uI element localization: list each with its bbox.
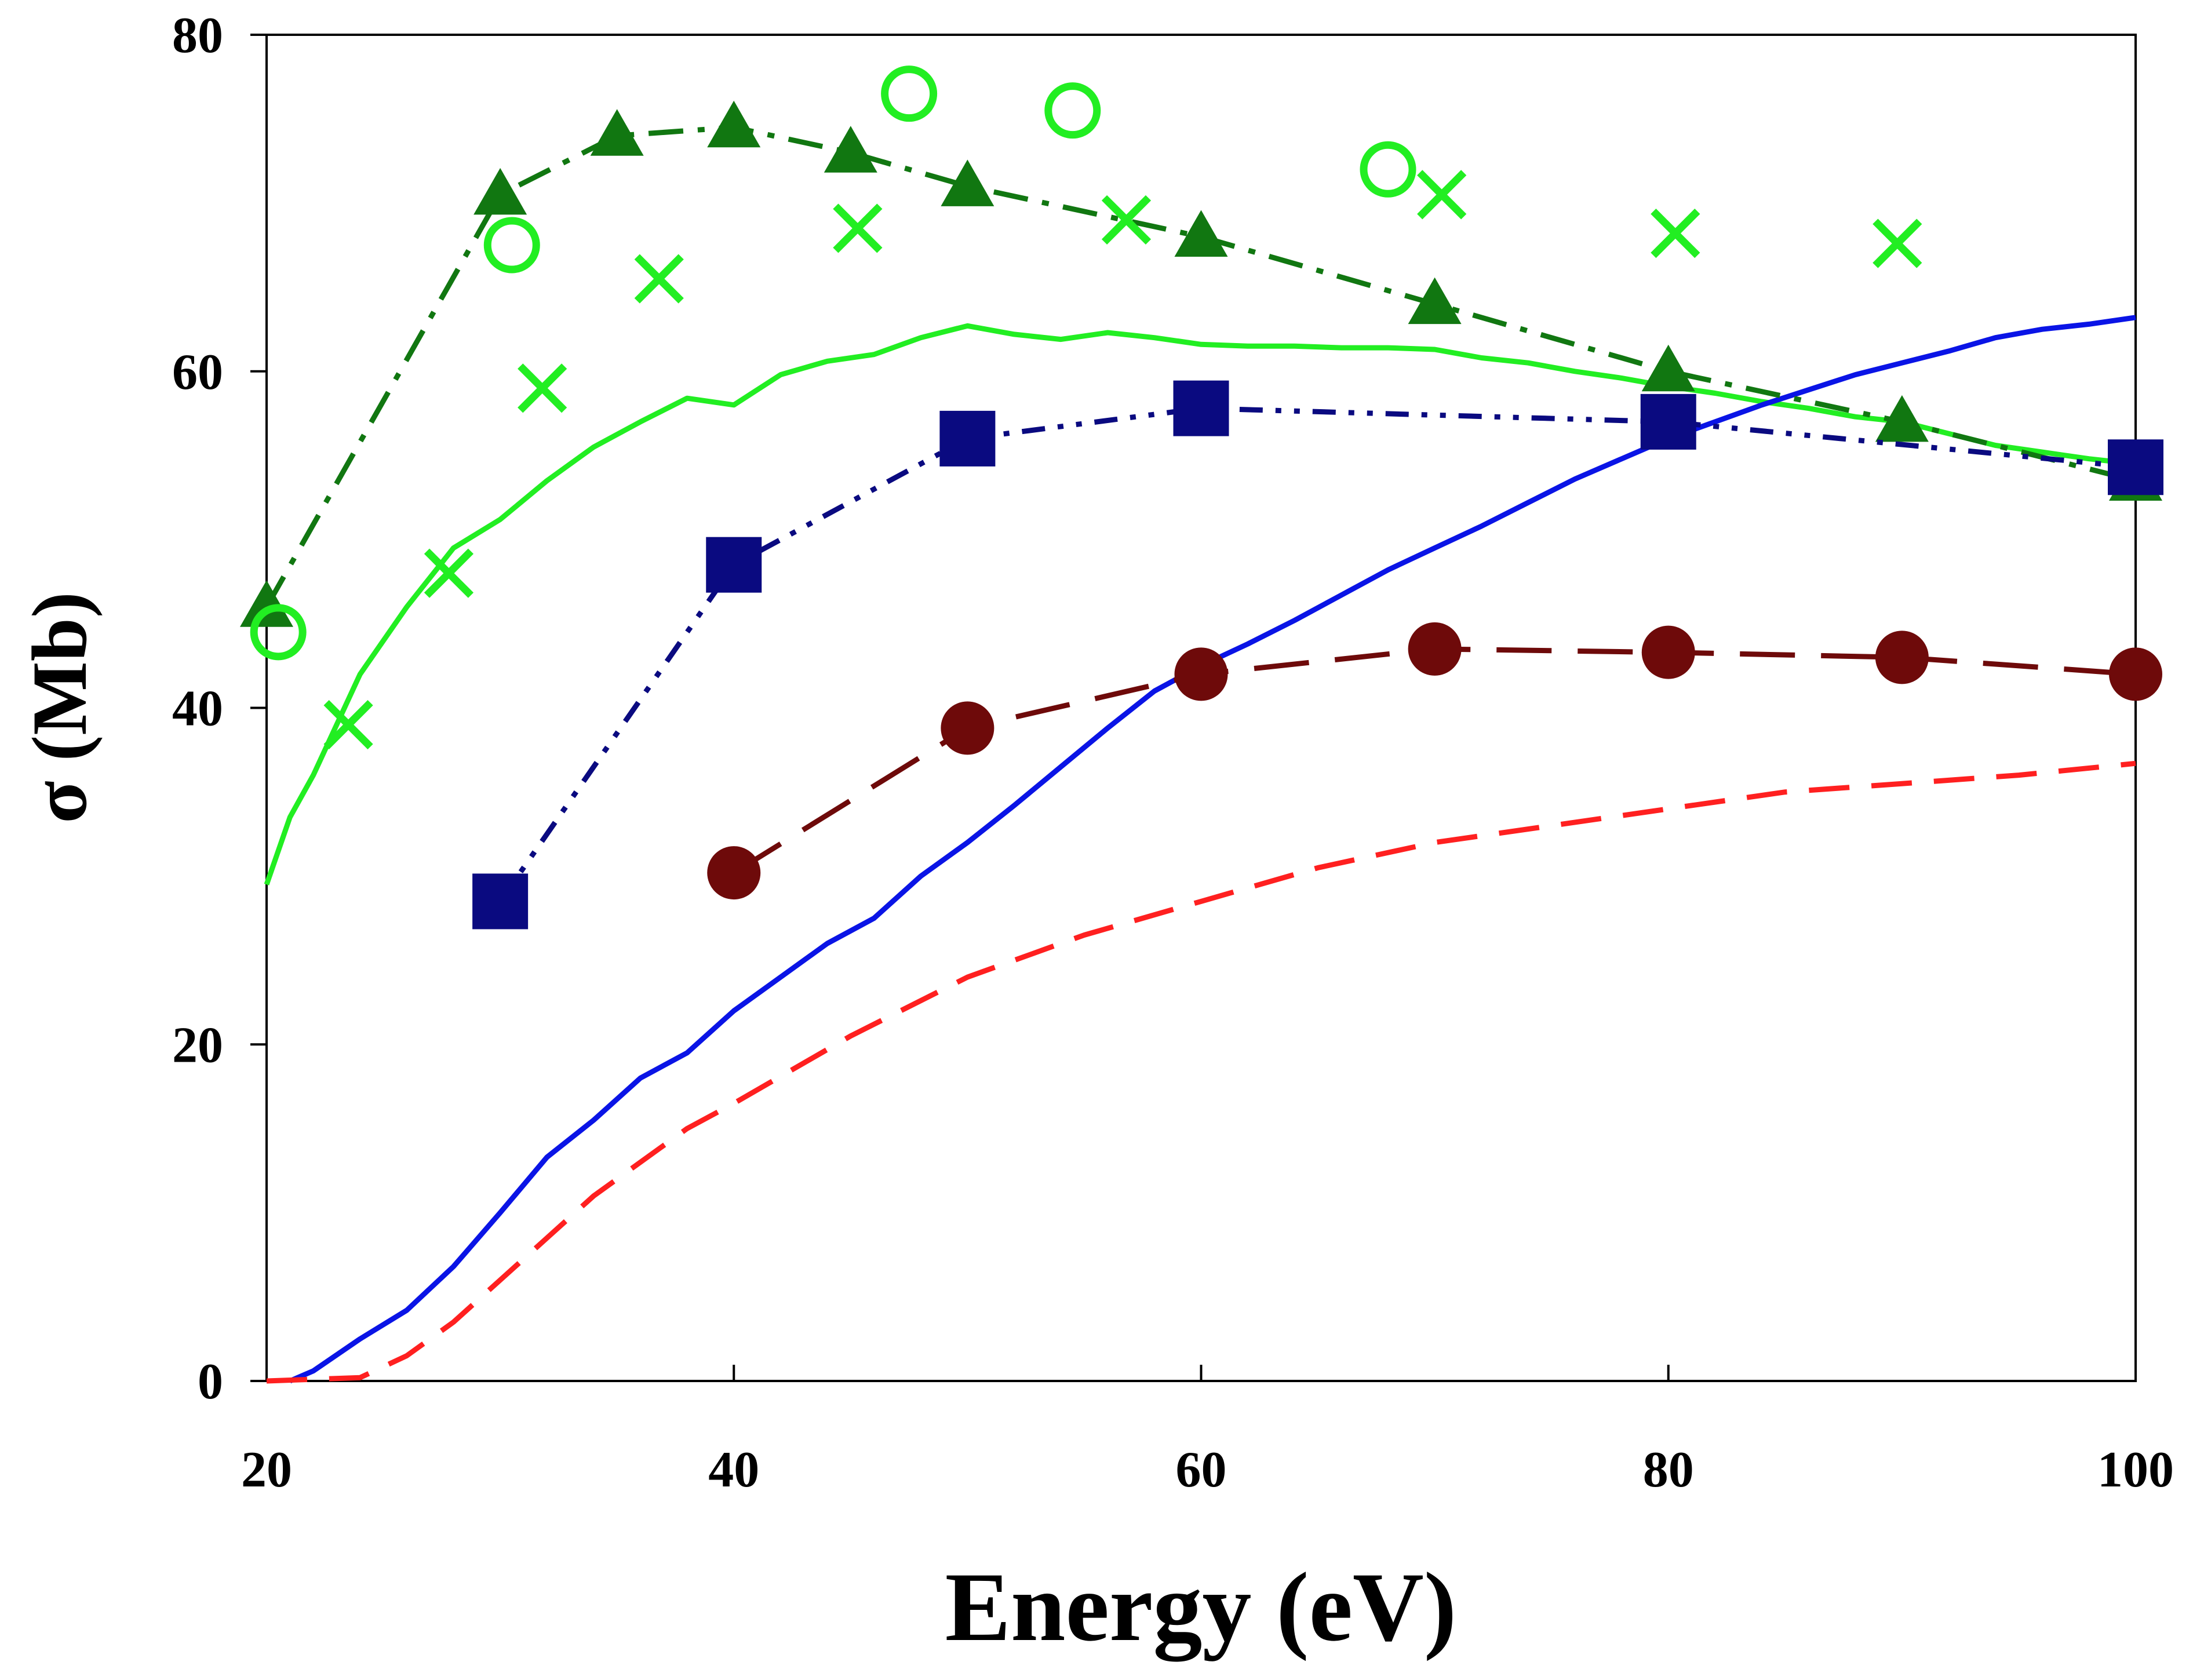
x-tick-label: 80 [1643,1442,1694,1498]
x-axis-title: Energy (eV) [945,1553,1457,1661]
data-point-triangle [941,159,995,206]
data-point-triangle [824,126,877,173]
x-tick-label: 100 [2097,1442,2174,1498]
data-point-circle [2109,647,2162,701]
data-point-cross [1873,218,1922,268]
data-point-cross [634,254,684,304]
series-green-crosses [323,170,1922,750]
series-green-open-circles [250,65,1416,661]
data-point-triangle [1174,210,1228,257]
data-point-open-circle [881,65,938,122]
data-point-circle [1174,647,1228,701]
data-point-square [2108,439,2163,495]
data-point-square [1640,393,1696,450]
series-green-solid-curve [264,323,2136,885]
series-line [264,323,2136,885]
x-tick-label: 60 [1176,1442,1227,1498]
data-point-cross [323,699,373,750]
y-tick-label: 60 [172,344,223,400]
series-layer [240,65,2163,1384]
data-point-circle [707,846,761,900]
data-point-cross [833,203,883,253]
data-point-circle [1641,625,1695,679]
data-point-cross [1101,195,1152,245]
y-tick-label: 0 [198,1354,223,1410]
data-point-triangle [707,100,761,148]
data-point-square [472,873,529,930]
data-point-circle [1408,622,1462,676]
data-point-cross [1417,170,1467,220]
data-point-cross [1651,209,1700,258]
data-point-cross [518,363,567,413]
data-point-open-circle [1044,82,1101,139]
data-point-square [1173,380,1229,436]
series-line [266,760,2136,1384]
data-point-triangle [1641,344,1695,392]
x-tick-label: 20 [241,1442,292,1498]
series-line [732,646,2136,875]
ticks-layer [250,34,2137,1382]
data-point-open-circle [483,217,540,274]
y-axis-title: σ (Mb) [17,592,103,823]
series-blue-solid-curve [289,315,2136,1384]
data-point-open-circle [250,604,307,661]
data-point-triangle [473,167,527,215]
y-tick-label: 40 [172,681,223,737]
series-red-dashed-curve [266,760,2136,1384]
series-maroon-circles-dashed [707,622,2162,900]
tick-labels-layer: 20 40 60 80 100 0 20 40 60 80 [172,8,2174,1498]
series-navy-squares-dash-dot-dot [472,380,2163,930]
series-dark-green-triangles-dash-dot [240,100,2162,627]
y-tick-label: 80 [172,8,223,64]
x-tick-label: 40 [708,1442,759,1498]
data-point-square [706,537,762,593]
data-point-triangle [1875,395,1929,442]
data-point-triangle [240,580,293,627]
data-point-square [939,410,996,467]
data-point-open-circle [1360,141,1416,198]
y-tick-label: 20 [172,1017,223,1073]
series-line [289,315,2136,1384]
data-point-cross [424,548,474,598]
series-line [264,125,2137,608]
data-point-circle [941,701,995,755]
data-point-triangle [590,109,644,156]
data-point-circle [1875,631,1929,684]
data-point-triangle [1408,277,1462,325]
